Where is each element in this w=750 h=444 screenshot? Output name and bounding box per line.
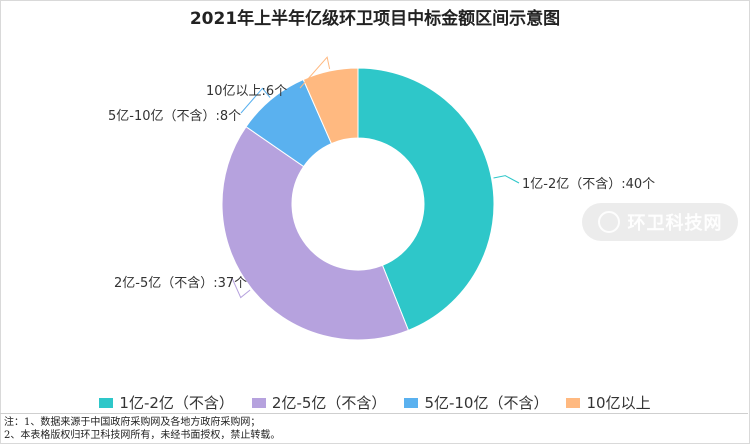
slice-label-0: 1亿-2亿（不含）:40个 — [522, 176, 655, 192]
legend-item-3[interactable]: 10亿以上 — [566, 392, 651, 413]
legend-label-0: 1亿-2亿（不含） — [119, 394, 234, 412]
footnotes: 注：1、数据来源于中国政府采购网及各地方政府采购网； 2、本表格版权归环卫科技网… — [0, 413, 748, 444]
legend-item-2[interactable]: 5亿-10亿（不含） — [404, 392, 548, 413]
donut-slice-0[interactable] — [357, 67, 495, 331]
leader-line-2 — [240, 87, 271, 114]
legend-swatch-1 — [251, 397, 266, 408]
donut-slice-1[interactable] — [221, 126, 410, 341]
leader-line-0 — [493, 175, 520, 184]
legend-item-1[interactable]: 2亿-5亿（不含） — [251, 392, 387, 413]
legend-label-3: 10亿以上 — [586, 394, 651, 412]
footnote-2: 2、本表格版权归环卫科技网所有，未经书面授权，禁止转载。 — [4, 430, 281, 441]
leader-line-3 — [299, 56, 331, 89]
footnote-1: 注：1、数据来源于中国政府采购网及各地方政府采购网； — [4, 417, 261, 428]
leaf-drop-icon — [597, 211, 620, 233]
watermark-brand-text: 环卫科技网 — [627, 213, 723, 234]
leader-line-1 — [231, 277, 251, 299]
legend-label-2: 5亿-10亿（不含） — [424, 394, 549, 412]
legend-swatch-2 — [404, 397, 419, 408]
chart-title: 2021年上半年亿级环卫项目中标金额区间示意图 — [189, 9, 561, 29]
slice-label-1: 2亿-5亿（不含）:37个 — [114, 275, 247, 291]
slice-label-3: 10亿以上:6个 — [206, 84, 287, 99]
chart-legend: 1亿-2亿（不含） 2亿-5亿（不含） 5亿-10亿（不含） 10亿以上 — [0, 392, 750, 413]
watermark-logo: 环卫科技网 — [582, 203, 738, 241]
legend-item-0[interactable]: 1亿-2亿（不含） — [99, 392, 234, 413]
donut-slice-3[interactable] — [302, 67, 359, 145]
legend-swatch-3 — [566, 397, 581, 408]
legend-label-1: 2亿-5亿（不含） — [271, 394, 387, 412]
slice-label-2: 5亿-10亿（不含）:8个 — [108, 108, 241, 124]
legend-swatch-0 — [99, 397, 114, 408]
